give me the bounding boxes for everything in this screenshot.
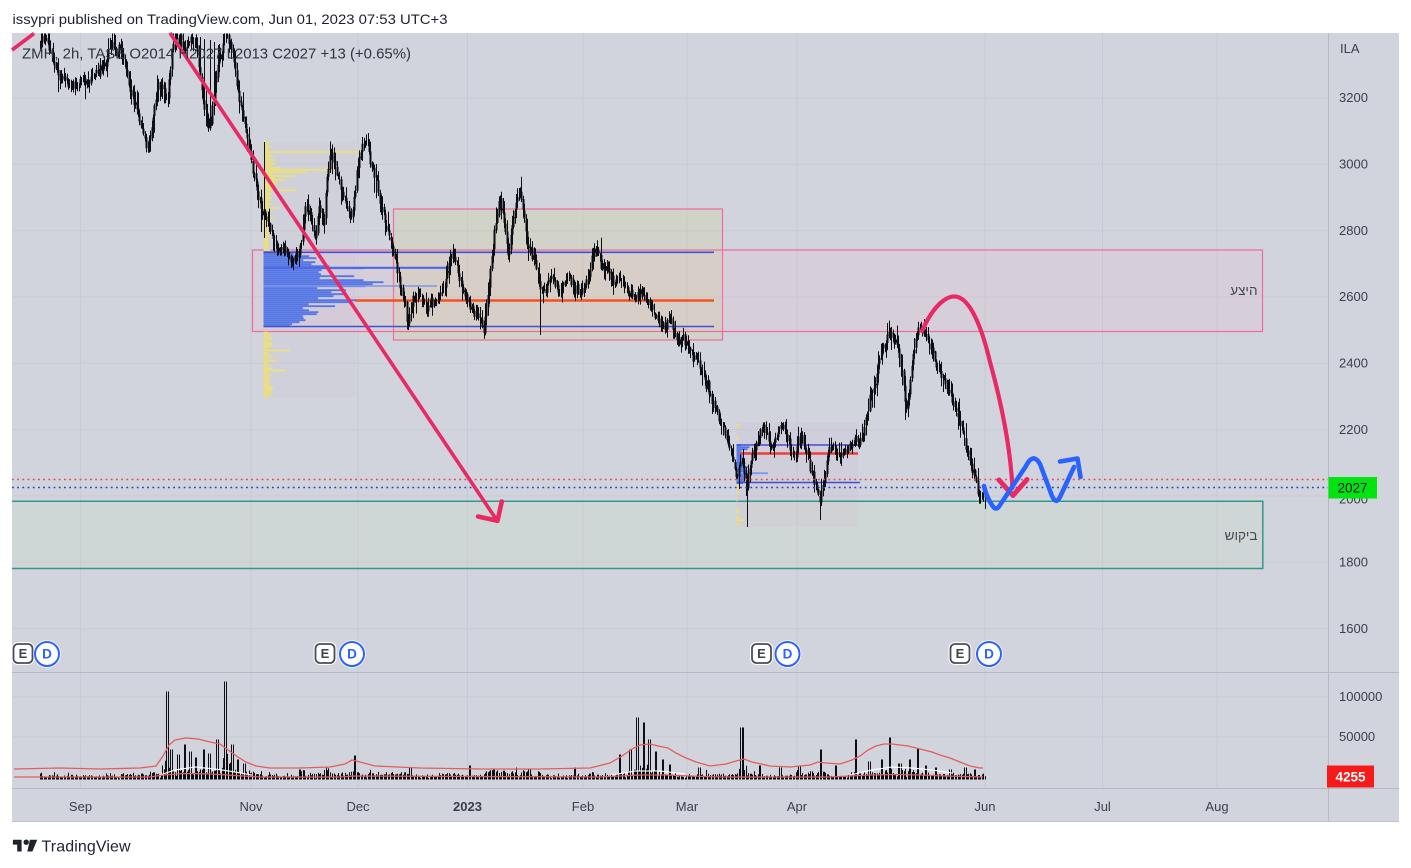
svg-text:2023: 2023: [453, 799, 482, 814]
svg-text:E: E: [956, 646, 965, 661]
svg-text:2027: 2027: [1337, 481, 1367, 496]
svg-text:Aug: Aug: [1205, 799, 1228, 814]
svg-text:E: E: [321, 646, 330, 661]
svg-text:1600: 1600: [1339, 621, 1368, 636]
svg-text:Sep: Sep: [69, 799, 92, 814]
svg-text:ZMH, 2h, TASE O2014 H2027 L: ZMH, 2h, TASE O2014 H2027 L2013 C2027 +1…: [22, 46, 411, 63]
svg-text:Dec: Dec: [346, 799, 370, 814]
svg-text:ביקוש: ביקוש: [1225, 528, 1258, 543]
svg-text:ILA: ILA: [1340, 41, 1360, 56]
svg-text:Apr: Apr: [787, 799, 808, 814]
svg-text:D: D: [783, 647, 793, 662]
svg-text:E: E: [757, 646, 766, 661]
svg-text:D: D: [42, 647, 52, 662]
svg-text:D: D: [984, 647, 994, 662]
svg-text:2600: 2600: [1339, 289, 1368, 304]
svg-text:D: D: [347, 647, 357, 662]
svg-text:Jun: Jun: [975, 799, 996, 814]
svg-text:E: E: [19, 646, 28, 661]
svg-text:2200: 2200: [1339, 422, 1368, 437]
svg-text:100000: 100000: [1339, 689, 1382, 704]
svg-text:TradingView: TradingView: [42, 839, 131, 856]
svg-text:4255: 4255: [1335, 770, 1366, 785]
svg-text:Nov: Nov: [239, 799, 263, 814]
svg-text:50000: 50000: [1339, 729, 1375, 744]
svg-text:1800: 1800: [1339, 555, 1368, 570]
svg-text:Feb: Feb: [572, 799, 594, 814]
svg-text:issypri published on TradingVi: issypri published on TradingView.com, Ju…: [13, 11, 448, 27]
svg-text:Mar: Mar: [676, 799, 699, 814]
svg-text:2400: 2400: [1339, 356, 1368, 371]
svg-text:3000: 3000: [1339, 157, 1368, 172]
svg-text:2800: 2800: [1339, 223, 1368, 238]
svg-text:3200: 3200: [1339, 90, 1368, 105]
svg-text:היצע: היצע: [1230, 283, 1257, 298]
svg-text:Jul: Jul: [1094, 799, 1111, 814]
